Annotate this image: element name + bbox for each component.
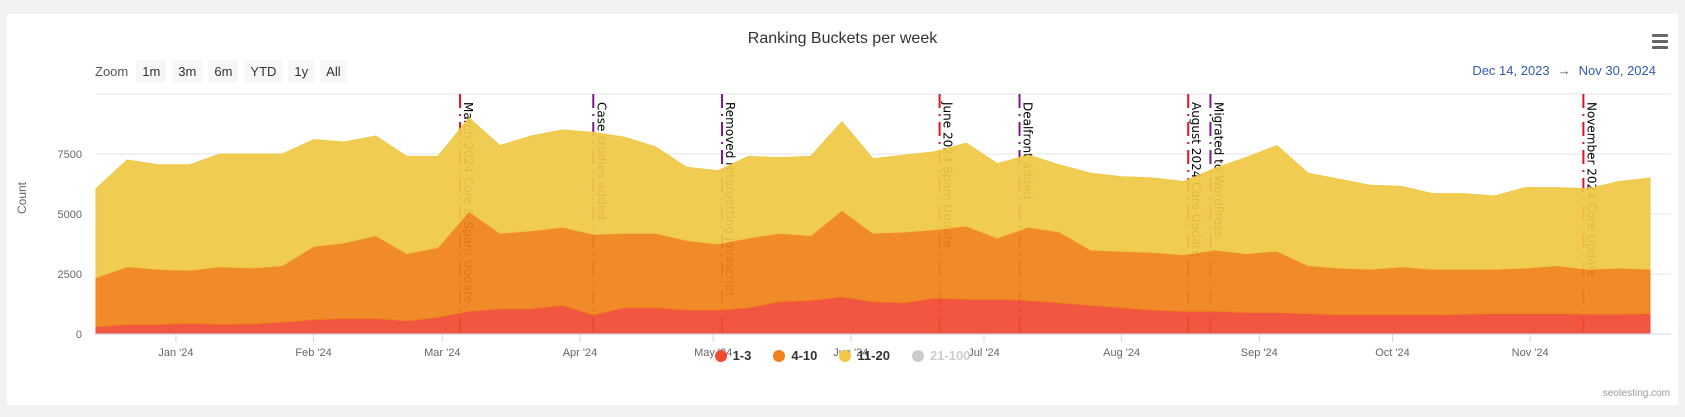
range-arrow: →	[1557, 63, 1571, 78]
plot-area: 0250050007500March 2024 Core & Spam Upda…	[58, 93, 1671, 359]
zoom-1m-button[interactable]: 1m	[136, 60, 167, 83]
legend-item-11-20[interactable]: 11-20	[839, 348, 890, 363]
range-from-input[interactable]: Dec 14, 2023	[1472, 63, 1550, 78]
range-selector: Zoom 1m 3m 6m YTD 1y All	[95, 60, 347, 83]
x-tick-label: Nov '24	[1512, 347, 1549, 359]
chart-container: Ranking Buckets per week Zoom 1m 3m 6m Y…	[7, 14, 1678, 405]
zoom-ytd-button[interactable]: YTD	[244, 60, 283, 83]
hamburger-menu-icon[interactable]	[1652, 34, 1668, 52]
x-tick-label: Feb '24	[295, 347, 331, 359]
range-to-input[interactable]: Nov 30, 2024	[1578, 63, 1656, 78]
legend-item-4-10[interactable]: 4-10	[773, 348, 817, 363]
y-tick-label: 5000	[58, 209, 82, 221]
zoom-1y-button[interactable]: 1y	[288, 60, 315, 83]
legend-dot	[911, 349, 924, 362]
legend-label: 1-3	[732, 348, 752, 363]
x-tick-label: Oct '24	[1375, 347, 1410, 359]
zoom-all-button[interactable]: All	[320, 60, 347, 83]
legend: 1-3 4-10 11-20 21-100	[7, 348, 1678, 363]
y-tick-label: 2500	[58, 269, 82, 281]
y-tick-label: 7500	[58, 149, 82, 161]
x-tick-label: Apr '24	[563, 347, 598, 359]
x-tick-label: Aug '24	[1103, 347, 1140, 359]
credits-link[interactable]: seotesting.com	[1602, 388, 1670, 399]
zoom-label: Zoom	[95, 64, 129, 79]
date-range: Dec 14, 2023 → Nov 30, 2024	[1472, 63, 1656, 78]
legend-label: 21-100	[929, 348, 971, 363]
x-tick-label: Jan '24	[158, 347, 193, 359]
legend-item-21-100[interactable]: 21-100	[911, 348, 971, 363]
legend-label: 11-20	[857, 348, 890, 363]
legend-dot	[714, 349, 727, 362]
chart-title: Ranking Buckets per week	[747, 30, 938, 47]
legend-label: 4-10	[791, 348, 818, 363]
legend-dot	[773, 349, 786, 362]
y-tick-label: 0	[76, 329, 82, 341]
zoom-6m-button[interactable]: 6m	[208, 60, 239, 83]
x-tick-label: Mar '24	[424, 347, 460, 359]
x-tick-label: Jul '24	[968, 347, 999, 359]
x-tick-label: Sep '24	[1241, 347, 1278, 359]
area-series-11-20	[95, 117, 1651, 279]
zoom-3m-button[interactable]: 3m	[172, 60, 203, 83]
legend-dot	[839, 349, 852, 362]
legend-item-1-3[interactable]: 1-3	[714, 348, 752, 363]
